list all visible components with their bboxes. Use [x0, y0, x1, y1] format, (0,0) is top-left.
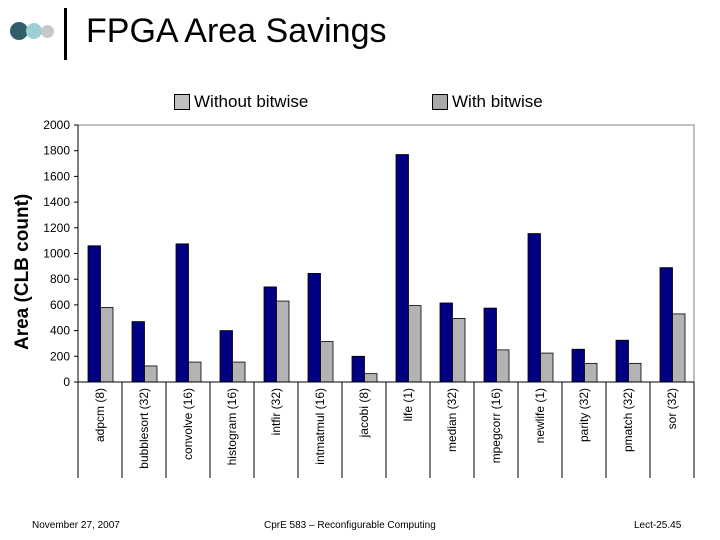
footer-lecture: Lect-25.45: [634, 520, 682, 531]
x-tick-label: median (32): [445, 388, 459, 452]
y-tick-label: 200: [50, 349, 70, 363]
y-tick-label: 600: [50, 298, 70, 312]
bar-with-bitwise: [408, 305, 422, 383]
legend-swatch-without: [174, 94, 190, 110]
bar-without-bitwise: [395, 154, 409, 383]
x-tick-label: histogram (16): [225, 388, 239, 465]
y-tick-label: 0: [63, 375, 70, 389]
x-tick-label: convolve (16): [181, 388, 195, 460]
bar-with-bitwise: [452, 317, 466, 383]
footer-course: CprE 583 – Reconfigurable Computing: [264, 520, 436, 531]
dark-teal-dot-icon: [10, 22, 28, 40]
x-tick-label: life (1): [401, 388, 415, 421]
y-tick-label: 1800: [43, 144, 70, 158]
bar-with-bitwise: [232, 361, 246, 383]
bar-with-bitwise: [100, 307, 114, 383]
y-tick-label: 1200: [43, 221, 70, 235]
legend-label-without: Without bitwise: [194, 92, 309, 111]
x-tick-label: sor (32): [665, 388, 679, 429]
x-tick-label: pmatch (32): [621, 388, 635, 452]
legend-with-bitwise: With bitwise: [432, 92, 543, 112]
bar-without-bitwise: [263, 286, 277, 383]
bar-with-bitwise: [144, 365, 158, 383]
x-tick-label: parity (32): [577, 388, 591, 442]
bar-without-bitwise: [439, 302, 453, 383]
bar-without-bitwise: [219, 330, 233, 383]
bar-without-bitwise: [87, 245, 101, 383]
y-tick-label: 400: [50, 324, 70, 338]
plot-area: [77, 124, 695, 383]
light-teal-dot-icon: [26, 23, 42, 39]
x-tick-label: intmatmul (16): [313, 388, 327, 465]
bar-with-bitwise: [364, 373, 378, 383]
y-tick-label: 1000: [43, 247, 70, 261]
x-tick-label: adpcm (8): [93, 388, 107, 442]
x-tick-label: jacobi (8): [357, 388, 371, 438]
legend-swatch-with: [432, 94, 448, 110]
legend-without-bitwise: Without bitwise: [174, 92, 308, 112]
bar-without-bitwise: [307, 273, 321, 383]
legend-label-with: With bitwise: [452, 92, 543, 111]
bar-without-bitwise: [571, 348, 585, 383]
y-tick-label: 1600: [43, 169, 70, 183]
x-tick-label: intfir (32): [269, 388, 283, 435]
bar-without-bitwise: [659, 267, 673, 383]
bar-with-bitwise: [628, 362, 642, 383]
bar-with-bitwise: [496, 349, 510, 383]
bar-without-bitwise: [615, 339, 629, 383]
y-tick-label: 2000: [43, 118, 70, 132]
bar-with-bitwise: [540, 352, 554, 383]
bar-with-bitwise: [188, 361, 202, 383]
x-tick-label: mpegcorr (16): [489, 388, 503, 463]
x-tick-label: bubblesort (32): [137, 388, 151, 469]
bar-with-bitwise: [672, 313, 686, 383]
y-tick-label: 1400: [43, 195, 70, 209]
y-tick-label: 800: [50, 272, 70, 286]
bar-with-bitwise: [584, 362, 598, 383]
bar-with-bitwise: [320, 341, 334, 383]
title-divider: [64, 8, 67, 60]
bar-without-bitwise: [351, 355, 365, 383]
bar-without-bitwise: [175, 243, 189, 383]
bar-without-bitwise: [527, 233, 541, 383]
x-tick-label: newlife (1): [533, 388, 547, 443]
gray-dot-icon: [41, 25, 54, 38]
footer-date: November 27, 2007: [32, 520, 120, 531]
bar-without-bitwise: [483, 307, 497, 383]
bar-with-bitwise: [276, 300, 290, 383]
slide-title: FPGA Area Savings: [86, 12, 387, 50]
bar-without-bitwise: [131, 321, 145, 383]
